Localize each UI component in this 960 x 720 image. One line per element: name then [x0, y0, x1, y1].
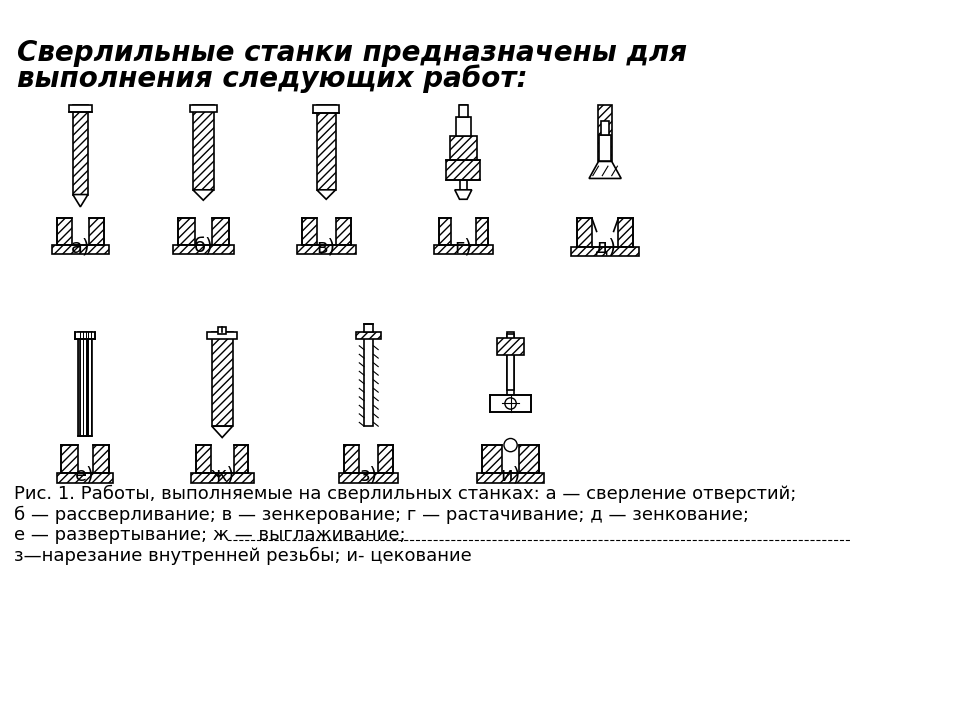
Bar — [313, 104, 340, 113]
Bar — [490, 395, 532, 412]
Bar — [507, 332, 515, 408]
Bar — [57, 218, 72, 245]
Text: в): в) — [317, 237, 336, 256]
Bar — [475, 218, 488, 245]
Text: Сверлильные станки предназначены для: Сверлильные станки предназначены для — [17, 39, 687, 66]
Polygon shape — [317, 190, 336, 199]
Bar — [57, 474, 113, 483]
Bar — [193, 104, 214, 190]
Text: г): г) — [454, 237, 472, 256]
Bar — [190, 104, 217, 112]
Bar — [173, 245, 233, 254]
Bar — [73, 104, 88, 194]
Bar — [601, 121, 609, 135]
Bar — [69, 104, 92, 112]
Bar — [340, 474, 398, 483]
Bar — [297, 245, 355, 254]
Bar — [439, 218, 451, 245]
Bar — [460, 104, 468, 190]
Bar — [477, 474, 543, 483]
Bar — [598, 104, 612, 161]
Bar — [52, 245, 108, 254]
Text: Рис. 1. Работы, выполняемые на сверлильных станках: а — сверление отверстий;: Рис. 1. Работы, выполняемые на сверлильн… — [14, 485, 797, 503]
Bar — [61, 445, 78, 474]
Bar — [507, 333, 515, 390]
Bar — [93, 445, 108, 474]
Bar — [178, 218, 195, 245]
Bar — [519, 445, 539, 474]
Text: и): и) — [500, 466, 520, 485]
Bar — [577, 218, 592, 246]
Bar — [456, 117, 470, 136]
Bar — [450, 136, 476, 160]
Bar — [190, 474, 253, 483]
Bar — [219, 327, 226, 335]
Bar — [378, 445, 394, 474]
Text: е): е) — [75, 466, 95, 485]
Bar — [212, 218, 228, 245]
Bar — [497, 338, 524, 355]
Bar — [79, 332, 92, 436]
Text: а): а) — [71, 237, 90, 256]
Bar — [618, 218, 634, 246]
Bar — [75, 332, 95, 339]
Bar — [317, 104, 336, 190]
Text: ж): ж) — [209, 466, 235, 485]
Polygon shape — [73, 194, 88, 207]
Polygon shape — [193, 190, 214, 200]
Text: выполнения следующих работ:: выполнения следующих работ: — [17, 64, 528, 93]
Text: з—нарезание внутренней резьбы; и- цекование: з—нарезание внутренней резьбы; и- цекова… — [14, 547, 472, 565]
Polygon shape — [455, 190, 471, 199]
Bar — [356, 332, 381, 339]
Text: з): з) — [360, 466, 377, 485]
Bar — [482, 445, 502, 474]
Bar — [364, 324, 373, 332]
Bar — [212, 332, 232, 426]
Text: е — развертывание; ж — выглаживание;: е — развертывание; ж — выглаживание; — [14, 526, 406, 544]
Bar — [364, 332, 373, 426]
Bar — [336, 218, 350, 245]
Bar — [345, 445, 359, 474]
Bar — [301, 218, 317, 245]
Text: д): д) — [594, 237, 615, 256]
Bar — [434, 245, 492, 254]
Bar — [89, 218, 104, 245]
Bar — [459, 104, 468, 117]
Bar — [571, 246, 639, 256]
Bar — [207, 332, 237, 339]
Bar — [599, 135, 611, 161]
Polygon shape — [589, 161, 621, 179]
Text: б — рассверливание; в — зенкерование; г — растачивание; д — зенкование;: б — рассверливание; в — зенкерование; г … — [14, 505, 749, 524]
Text: б): б) — [194, 237, 213, 256]
Bar — [196, 445, 211, 474]
Bar — [233, 445, 249, 474]
Polygon shape — [212, 426, 232, 438]
Bar — [446, 160, 480, 180]
